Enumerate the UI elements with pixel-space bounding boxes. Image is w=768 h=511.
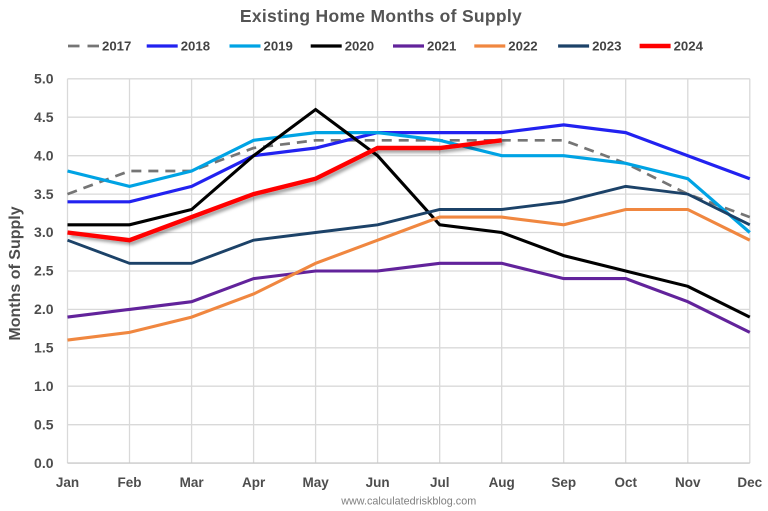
svg-text:2017: 2017 [102, 39, 131, 54]
svg-text:4.0: 4.0 [34, 147, 54, 163]
svg-text:2021: 2021 [427, 39, 456, 54]
svg-text:2022: 2022 [508, 39, 537, 54]
svg-text:2019: 2019 [264, 39, 293, 54]
svg-text:Jun: Jun [366, 475, 390, 490]
svg-text:1.0: 1.0 [34, 378, 54, 394]
svg-text:Months of Supply: Months of Supply [7, 206, 24, 340]
svg-text:5.0: 5.0 [34, 71, 54, 87]
svg-text:0.0: 0.0 [34, 455, 54, 471]
svg-text:Dec: Dec [737, 475, 762, 490]
svg-text:Oct: Oct [614, 475, 637, 490]
svg-text:www.calculatedriskblog.com: www.calculatedriskblog.com [340, 496, 476, 508]
svg-text:3.5: 3.5 [34, 186, 54, 202]
svg-text:2020: 2020 [345, 39, 374, 54]
svg-text:Jul: Jul [430, 475, 450, 490]
svg-text:3.0: 3.0 [34, 224, 54, 240]
svg-text:2.0: 2.0 [34, 301, 54, 317]
svg-text:1.5: 1.5 [34, 340, 54, 356]
svg-text:2024: 2024 [674, 39, 704, 54]
svg-text:2023: 2023 [592, 39, 621, 54]
svg-text:0.5: 0.5 [34, 416, 54, 432]
svg-text:Nov: Nov [675, 475, 701, 490]
svg-text:2.5: 2.5 [34, 263, 54, 279]
svg-text:Sep: Sep [551, 475, 576, 490]
svg-text:Apr: Apr [242, 475, 266, 490]
svg-text:4.5: 4.5 [34, 109, 54, 125]
svg-text:Feb: Feb [117, 475, 141, 490]
svg-text:Mar: Mar [180, 475, 205, 490]
svg-text:2018: 2018 [181, 39, 210, 54]
svg-text:Existing Home Months of Supply: Existing Home Months of Supply [240, 6, 522, 26]
svg-text:Jan: Jan [56, 475, 79, 490]
svg-text:May: May [302, 475, 329, 490]
svg-text:Aug: Aug [489, 475, 515, 490]
